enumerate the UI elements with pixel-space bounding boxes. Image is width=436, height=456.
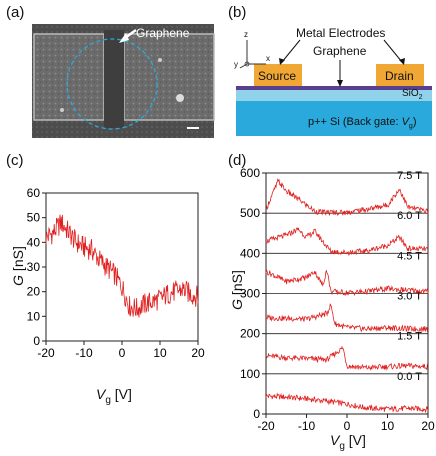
y-tick-label: 50 — [27, 211, 41, 225]
substrate-label: p++ Si (Back gate: Vg) — [308, 116, 417, 131]
x-tick-label: 0 — [344, 419, 351, 433]
chart-d-xlabel: Vg [V] — [330, 432, 366, 452]
y-tick-label: 20 — [27, 285, 41, 299]
drain-label: Drain — [385, 69, 414, 83]
x-tick-label: -20 — [257, 419, 275, 433]
chart-c-xlabel: Vg [V] — [96, 386, 132, 406]
y-tick-label: 500 — [240, 206, 260, 220]
y-tick-label: 30 — [27, 260, 41, 274]
series-label: 6.0 T — [397, 210, 422, 222]
y-tick-label: 10 — [27, 309, 41, 323]
metal-electrodes-label: Metal Electrodes — [296, 26, 386, 40]
series-line — [265, 269, 429, 297]
y-tick-label: 0 — [33, 334, 40, 348]
graphene-annotation: Graphene — [136, 26, 190, 40]
y-tick-label: 600 — [240, 166, 260, 180]
x-tick-label: 10 — [381, 419, 395, 433]
series-line — [265, 392, 429, 414]
y-tick-label: 200 — [240, 327, 260, 341]
panel-label-b: (b) — [228, 4, 247, 21]
y-tick-label: 60 — [27, 186, 41, 200]
series-label: 7.5 T — [397, 170, 422, 182]
series-line — [265, 303, 429, 333]
source-label: Source — [258, 69, 297, 83]
series-label: 0.0 T — [397, 371, 422, 383]
series-line — [265, 227, 429, 257]
series-line — [265, 345, 429, 371]
x-tick-label: 20 — [421, 419, 435, 433]
chart-d-ylabel: G [nS] — [229, 270, 245, 310]
series-label: 1.5 T — [397, 331, 422, 343]
x-tick-label: -10 — [298, 419, 316, 433]
axis-x-label: x — [266, 54, 270, 63]
y-tick-label: 40 — [27, 235, 41, 249]
axis-z-label: z — [244, 30, 248, 39]
y-tick-label: 400 — [240, 246, 260, 260]
series-line — [265, 177, 429, 216]
axis-y-label: y — [234, 60, 238, 69]
oxide-label: SiO2 — [402, 88, 423, 101]
panel-label-a: (a) — [6, 4, 25, 21]
x-tick-label: 0 — [119, 346, 126, 360]
panel-label-c: (c) — [6, 152, 24, 169]
y-tick-label: 0 — [253, 407, 260, 421]
y-tick-label: 300 — [240, 287, 260, 301]
x-tick-label: -20 — [37, 346, 55, 360]
x-tick-label: 20 — [191, 346, 205, 360]
panel-label-d: (d) — [228, 152, 247, 169]
x-tick-label: 10 — [153, 346, 167, 360]
x-tick-label: -10 — [75, 346, 93, 360]
graphene-label: Graphene — [313, 44, 367, 58]
y-tick-label: 100 — [240, 367, 260, 381]
series-label: 4.5 T — [397, 250, 422, 262]
series-line — [45, 214, 199, 318]
